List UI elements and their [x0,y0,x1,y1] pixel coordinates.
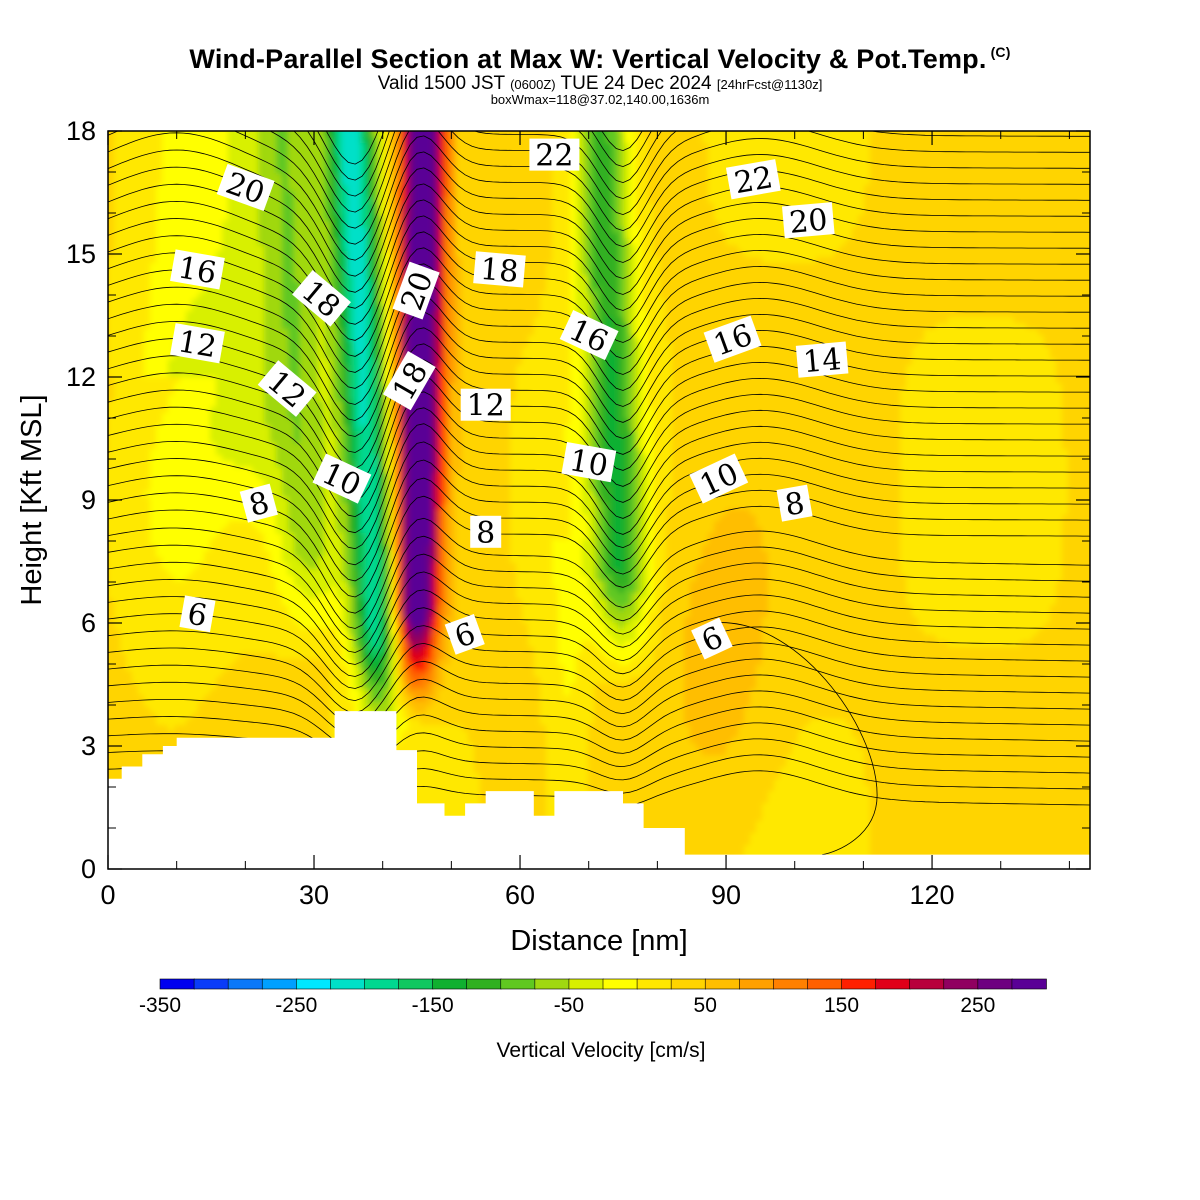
colorbar-swatch [262,979,297,989]
colorbar-tick-label: -350 [139,994,181,1017]
y-tick-label: 15 [66,239,96,269]
colorbar-tick-label: 150 [824,994,859,1017]
contour-label-text: 22 [535,139,573,174]
colorbar-swatch [160,979,195,989]
y-tick-label: 12 [66,362,96,392]
colorbar-swatch [842,979,877,989]
colorbar-swatch [364,979,399,989]
colorbar-swatch [194,979,229,989]
colorbar-swatch [399,979,434,989]
colorbar-swatch [501,979,536,989]
contour-label-text: 18 [479,252,520,290]
colorbar-swatch [433,979,468,989]
contour-label: 8 [470,516,501,551]
colorbar-swatch [978,979,1013,989]
colorbar-swatch [535,979,570,989]
colorbar-swatch [330,979,365,989]
colorbar-swatch [1012,979,1047,989]
x-tick-label: 0 [100,880,115,910]
contour-label-text: 10 [567,443,611,484]
contour-label: 20 [782,202,835,241]
contour-label: 12 [461,389,511,424]
contour-label-text: 22 [732,160,776,201]
contour-label-text: 12 [467,389,505,424]
contour-label-text: 12 [175,324,219,365]
y-tick-label: 18 [66,116,96,146]
colorbar-swatch [773,979,808,989]
colorbar-tick-label: 250 [960,994,995,1017]
colorbar-swatch [739,979,774,989]
colorbar-swatch [467,979,502,989]
y-axis-title: Height [Kft MSL] [16,394,48,605]
x-tick-label: 90 [711,880,741,910]
cross-section-chart: 201618121210862018221812861610222016 1410… [0,0,1200,1200]
x-tick-label: 120 [910,880,955,910]
colorbar-swatch [637,979,672,989]
colorbar-tick-label: 50 [694,994,717,1017]
y-tick-label: 6 [81,608,96,638]
colorbar-swatch [910,979,945,989]
colorbar-tick-label: -150 [412,994,454,1017]
contour-label: 18 [473,251,526,290]
colorbar: -350 -250 -150 -50 50 150 250 [139,979,1047,1017]
colorbar-swatch [603,979,638,989]
colorbar-swatch [807,979,842,989]
colorbar-swatch [876,979,911,989]
x-tick-label: 30 [299,880,329,910]
colorbar-swatch [671,979,706,989]
contour-label: 6 [179,595,216,635]
y-tick-label: 9 [81,485,96,515]
contour-label-text: 14 [802,342,843,380]
contour-label: 22 [529,139,579,174]
contour-label-text: 8 [476,516,495,551]
x-axis-title: Distance [nm] [510,925,687,957]
colorbar-tick-label: -250 [275,994,317,1017]
y-tick-label: 0 [81,854,96,884]
colorbar-swatch [569,979,604,989]
contour-label: 14 [796,341,849,380]
x-tick-label: 60 [505,880,535,910]
colorbar-title: Vertical Velocity [cm/s] [497,1039,706,1062]
colorbar-swatch [228,979,263,989]
colorbar-swatch [296,979,331,989]
colorbar-swatch [944,979,979,989]
y-tick-label: 3 [81,731,96,761]
contour-label-text: 20 [788,203,829,241]
colorbar-swatch [705,979,740,989]
colorbar-tick-label: -50 [554,994,584,1017]
contour-label-text: 16 [175,250,219,291]
